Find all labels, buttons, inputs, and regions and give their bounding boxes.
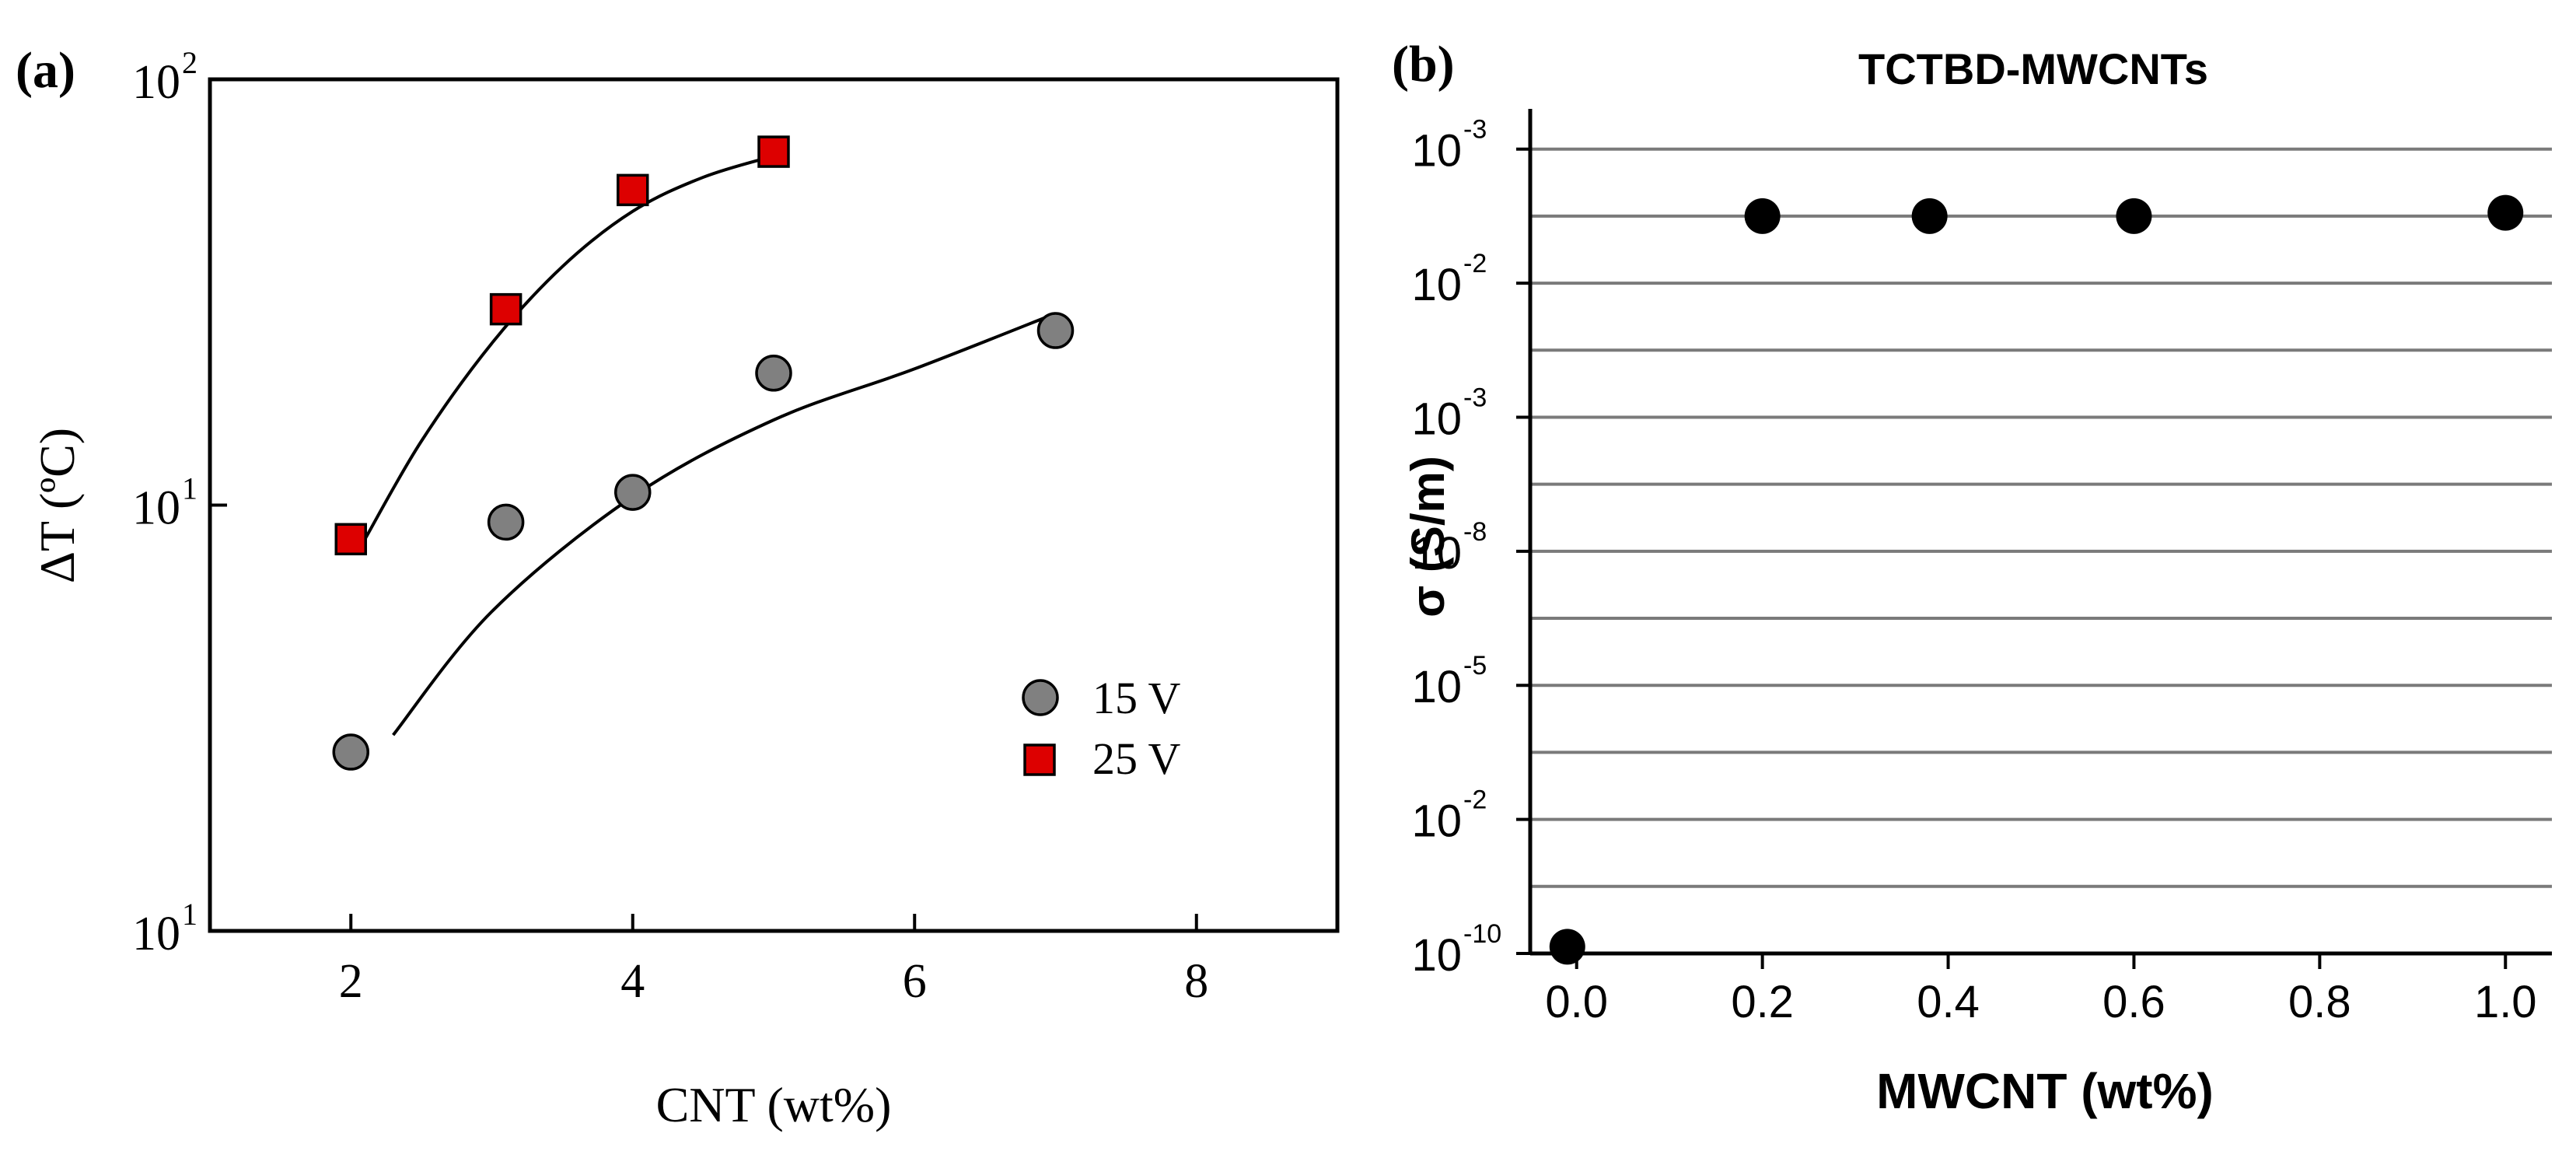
panel-b-ytick-label: 10 (1411, 796, 1462, 847)
panel-a-ytick-label: 10 (132, 908, 180, 960)
panel-b-xtick-label: 1.0 (2474, 977, 2537, 1027)
panel-a: (a) 2 4 6 810 110 110 2 CNT (wt%) ΔT (ºC) 15 V… (16, 42, 1340, 1132)
panel-a-legend: 15 V 25 V (1022, 673, 1180, 784)
fit-curve-25v (363, 154, 774, 541)
panel-b-ytick-label: 10 (1411, 930, 1462, 981)
fit-curve-15v (392, 312, 1057, 736)
data-point-conductivity (1911, 198, 1948, 234)
legend-15v-label: 15 V (1092, 673, 1180, 723)
panel-b-label: (b) (1392, 36, 1455, 93)
panel-a-ytick-label: 10 (132, 56, 180, 109)
panel-a-ytick-label: 10 (132, 482, 180, 535)
panel-a-ytick-exponent: 1 (182, 471, 197, 506)
panel-b-ytick-label: 10 (1411, 662, 1462, 712)
data-point-conductivity (2116, 198, 2152, 234)
panel-a-frame (208, 77, 1340, 933)
panel-b-points (1549, 194, 2524, 965)
panel-a-xtick-label: 4 (620, 955, 645, 1008)
panel-a-ytick-exponent: 1 (182, 897, 197, 932)
panel-a-xtick-label: 6 (903, 955, 927, 1008)
data-point-conductivity (1744, 198, 1781, 234)
panel-a-ticks: 2 4 6 810 110 110 2 (132, 45, 1208, 1008)
panel-a-xtick-label: 8 (1184, 955, 1208, 1008)
panel-a-fit-curves (363, 154, 1057, 736)
panel-b-title: TCTBD-MWCNTs (1858, 44, 2208, 93)
panel-b-ytick-exponent: -10 (1463, 919, 1501, 949)
data-point-25v (617, 173, 649, 207)
panel-b-xtick-label: 0.0 (1545, 977, 1608, 1027)
panel-b-ytick-exponent: -2 (1463, 249, 1487, 278)
panel-b-xtick-label: 0.4 (1917, 977, 1980, 1027)
panel-b-ytick-label: 10 (1411, 126, 1462, 177)
panel-b: (b) TCTBD-MWCNTs 0.0 0.2 0.4 0.6 0.8 1.010 -10… (1392, 36, 2552, 1119)
panel-a-xtick-label: 2 (339, 955, 363, 1008)
panel-b-ytick-label: 10 (1411, 394, 1462, 444)
legend-15v-marker (1022, 679, 1059, 716)
panel-b-xtick-label: 0.8 (2288, 977, 2351, 1027)
panel-b-ylabel: σ (S/m) (1402, 456, 1454, 617)
panel-a-ytick-exponent: 2 (182, 45, 197, 80)
panel-b-xtick-label: 0.6 (2102, 977, 2165, 1027)
data-point-15v (755, 355, 792, 392)
data-point-25v (489, 292, 523, 326)
panel-b-ytick-exponent: -2 (1463, 785, 1487, 815)
panel-a-points (332, 135, 1075, 771)
legend-25v-label: 25 V (1092, 733, 1180, 784)
data-point-25v (757, 135, 790, 168)
panel-a-ylabel: ΔT (ºC) (30, 428, 85, 583)
panel-b-xlabel: MWCNT (wt%) (1876, 1063, 2214, 1119)
data-point-conductivity (1549, 929, 1585, 965)
panel-a-label: (a) (16, 42, 75, 99)
panel-b-ytick-exponent: -3 (1463, 115, 1487, 145)
panel-b-ytick-exponent: -5 (1463, 651, 1487, 680)
panel-b-gridlines (1530, 147, 2552, 955)
data-point-15v (614, 474, 652, 511)
data-point-15v (487, 503, 525, 541)
data-point-conductivity (2487, 194, 2524, 231)
panel-b-xtick-label: 0.2 (1731, 977, 1794, 1027)
panel-a-xlabel: CNT (wt%) (656, 1077, 892, 1132)
panel-b-ytick-exponent: -3 (1463, 383, 1487, 412)
data-point-15v (1036, 312, 1075, 349)
data-point-15v (332, 733, 369, 771)
panel-b-ytick-label: 10 (1411, 528, 1462, 579)
panel-b-ytick-label: 10 (1411, 260, 1462, 310)
panel-b-ytick-exponent: -8 (1463, 517, 1487, 547)
data-point-25v (334, 523, 367, 556)
legend-25v-marker (1023, 743, 1056, 776)
